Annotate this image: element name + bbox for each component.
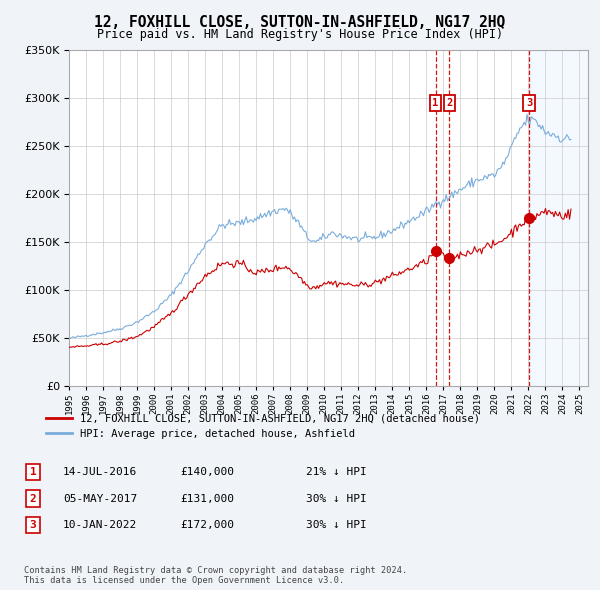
- Text: £140,000: £140,000: [180, 467, 234, 477]
- Text: 3: 3: [526, 98, 532, 108]
- Text: 3: 3: [29, 520, 37, 530]
- Text: Price paid vs. HM Land Registry's House Price Index (HPI): Price paid vs. HM Land Registry's House …: [97, 28, 503, 41]
- Text: 12, FOXHILL CLOSE, SUTTON-IN-ASHFIELD, NG17 2HQ: 12, FOXHILL CLOSE, SUTTON-IN-ASHFIELD, N…: [94, 15, 506, 30]
- Text: Contains HM Land Registry data © Crown copyright and database right 2024.
This d: Contains HM Land Registry data © Crown c…: [24, 566, 407, 585]
- Text: 30% ↓ HPI: 30% ↓ HPI: [306, 494, 367, 503]
- Text: 30% ↓ HPI: 30% ↓ HPI: [306, 520, 367, 530]
- Text: 1: 1: [433, 98, 439, 108]
- Legend: 12, FOXHILL CLOSE, SUTTON-IN-ASHFIELD, NG17 2HQ (detached house), HPI: Average p: 12, FOXHILL CLOSE, SUTTON-IN-ASHFIELD, N…: [41, 408, 485, 444]
- Text: 14-JUL-2016: 14-JUL-2016: [63, 467, 137, 477]
- Text: £131,000: £131,000: [180, 494, 234, 503]
- Text: 21% ↓ HPI: 21% ↓ HPI: [306, 467, 367, 477]
- Text: £172,000: £172,000: [180, 520, 234, 530]
- Bar: [529, 50, 600, 386]
- Text: 10-JAN-2022: 10-JAN-2022: [63, 520, 137, 530]
- Text: 2: 2: [446, 98, 452, 108]
- Text: 1: 1: [29, 467, 37, 477]
- Text: 05-MAY-2017: 05-MAY-2017: [63, 494, 137, 503]
- Text: 2: 2: [29, 494, 37, 503]
